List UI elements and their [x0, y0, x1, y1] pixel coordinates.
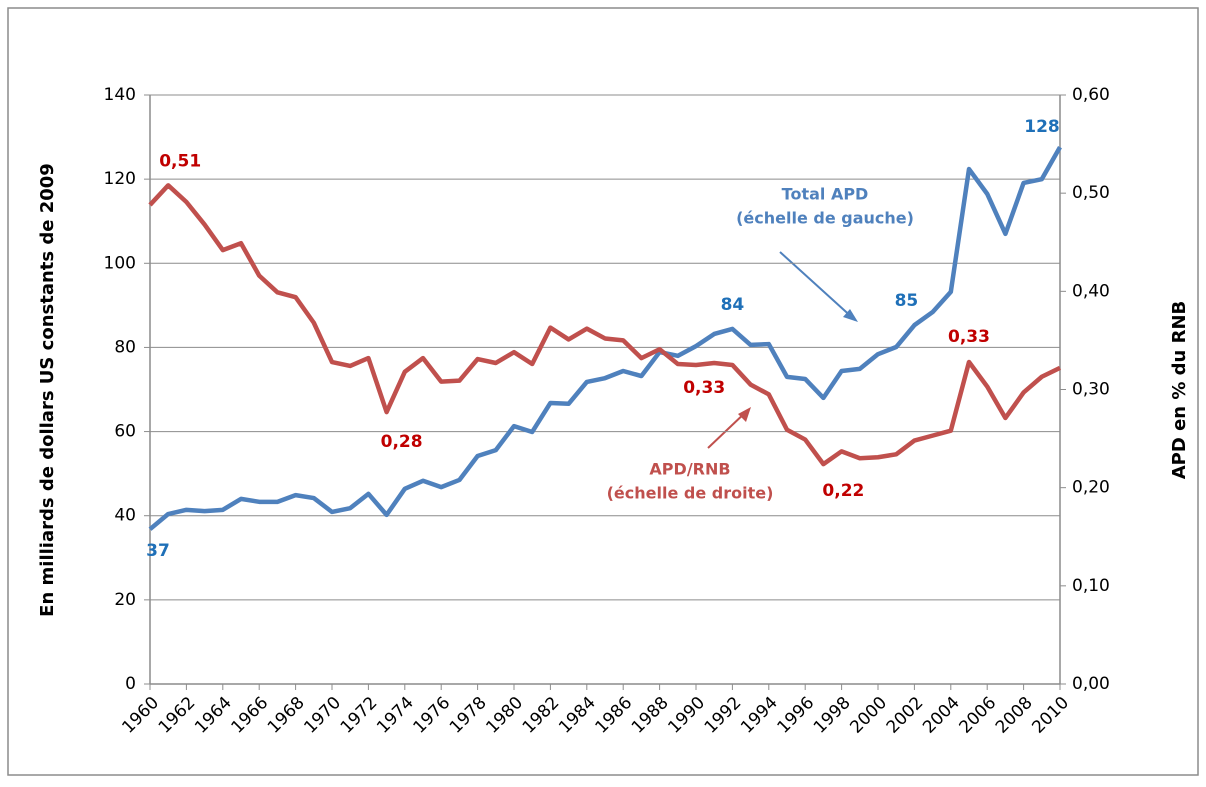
- y-tick-label: 120: [104, 169, 136, 189]
- y2-tick-label: 0,00: [1072, 674, 1110, 694]
- data-label: 37: [146, 541, 170, 561]
- y-tick-label: 40: [114, 506, 136, 526]
- y2-tick-label: 0,40: [1072, 281, 1110, 301]
- y2-tick-label: 0,50: [1072, 183, 1110, 203]
- annotation: (échelle de droite): [607, 484, 774, 503]
- annotation: APD/RNB: [649, 460, 730, 479]
- annotation: Total APD: [782, 185, 869, 204]
- y2-tick-label: 0,10: [1072, 576, 1110, 596]
- series-line: [148, 183, 1061, 467]
- y-tick-label: 60: [114, 422, 136, 442]
- annotation-arrowhead: [843, 309, 858, 322]
- y-axis-title: En milliards de dollars US constants de …: [37, 163, 58, 617]
- y-tick-label: 20: [114, 590, 136, 610]
- data-label: 0,33: [683, 378, 725, 398]
- y-tick-label: 100: [104, 253, 136, 273]
- y2-axis-title: APD en % du RNB: [1169, 301, 1190, 480]
- data-label: 128: [1024, 117, 1060, 137]
- annotation: (échelle de gauche): [736, 209, 914, 228]
- y2-tick-label: 0,20: [1072, 478, 1110, 498]
- data-label: 0,28: [381, 432, 423, 452]
- chart-frame: [7, 7, 1199, 776]
- series-line: [148, 146, 1062, 531]
- data-label: 0,22: [822, 481, 864, 501]
- y-tick-label: 80: [114, 337, 136, 357]
- data-label: 84: [721, 295, 745, 315]
- y2-tick-label: 0,60: [1072, 85, 1110, 105]
- data-label: 85: [895, 291, 919, 311]
- y2-tick-label: 0,30: [1072, 380, 1110, 400]
- y-tick-label: 140: [104, 85, 136, 105]
- data-label: 0,33: [948, 327, 990, 347]
- y-tick-label: 0: [125, 674, 136, 694]
- annotation-arrowhead: [738, 407, 751, 422]
- data-label: 0,51: [159, 151, 201, 171]
